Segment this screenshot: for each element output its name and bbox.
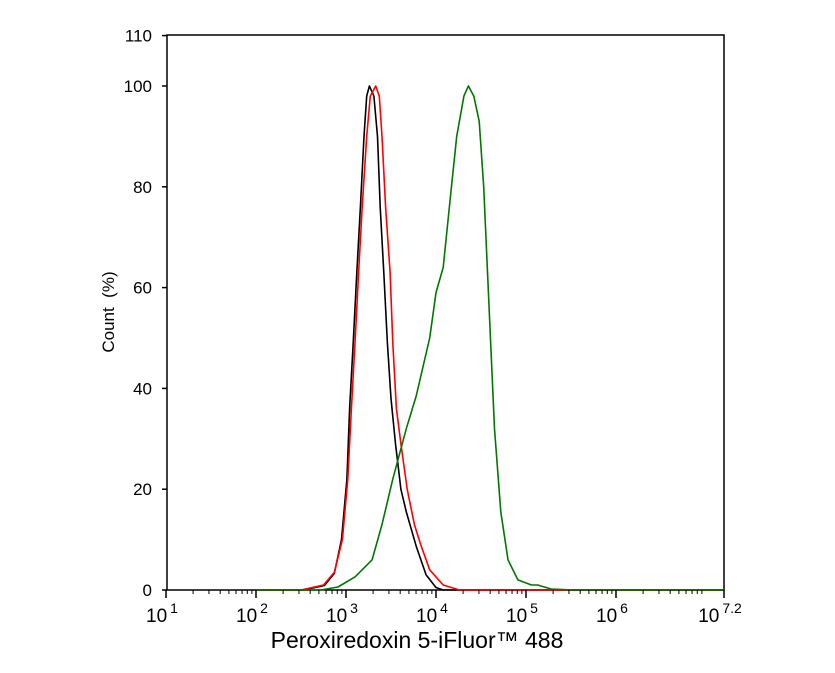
y-tick-label: 20 — [133, 480, 152, 499]
series-line-1 — [256, 85, 724, 591]
x-tick-label: 10 3 — [326, 600, 358, 627]
x-tick-label: 10 7.2 — [698, 600, 742, 627]
y-tick-label: 80 — [133, 178, 152, 197]
y-axis-label: Count (%) — [99, 271, 118, 352]
x-axis: 10 1 10 2 10 3 10 4 10 5 10 6 10 7.2 — [146, 590, 742, 627]
y-axis: 0 20 40 60 80 100 110 — [124, 27, 167, 600]
y-tick-label: 60 — [133, 279, 152, 298]
series-line-0 — [256, 85, 724, 591]
x-tick-label: 10 2 — [236, 600, 268, 627]
x-tick-label: 10 1 — [146, 600, 178, 627]
series-line-2 — [256, 85, 724, 591]
plot-frame — [166, 34, 725, 591]
series-group — [256, 85, 724, 591]
y-tick-label: 110 — [125, 27, 152, 46]
x-axis-label: Peroxiredoxin 5-iFluor™ 488 — [271, 627, 564, 653]
x-tick-label: 10 6 — [596, 600, 628, 627]
x-tick-label: 10 4 — [416, 600, 448, 627]
y-tick-label: 40 — [133, 379, 152, 398]
x-tick-label: 10 5 — [506, 600, 538, 627]
y-tick-label: 100 — [124, 77, 152, 96]
y-tick-label: 0 — [143, 581, 152, 600]
